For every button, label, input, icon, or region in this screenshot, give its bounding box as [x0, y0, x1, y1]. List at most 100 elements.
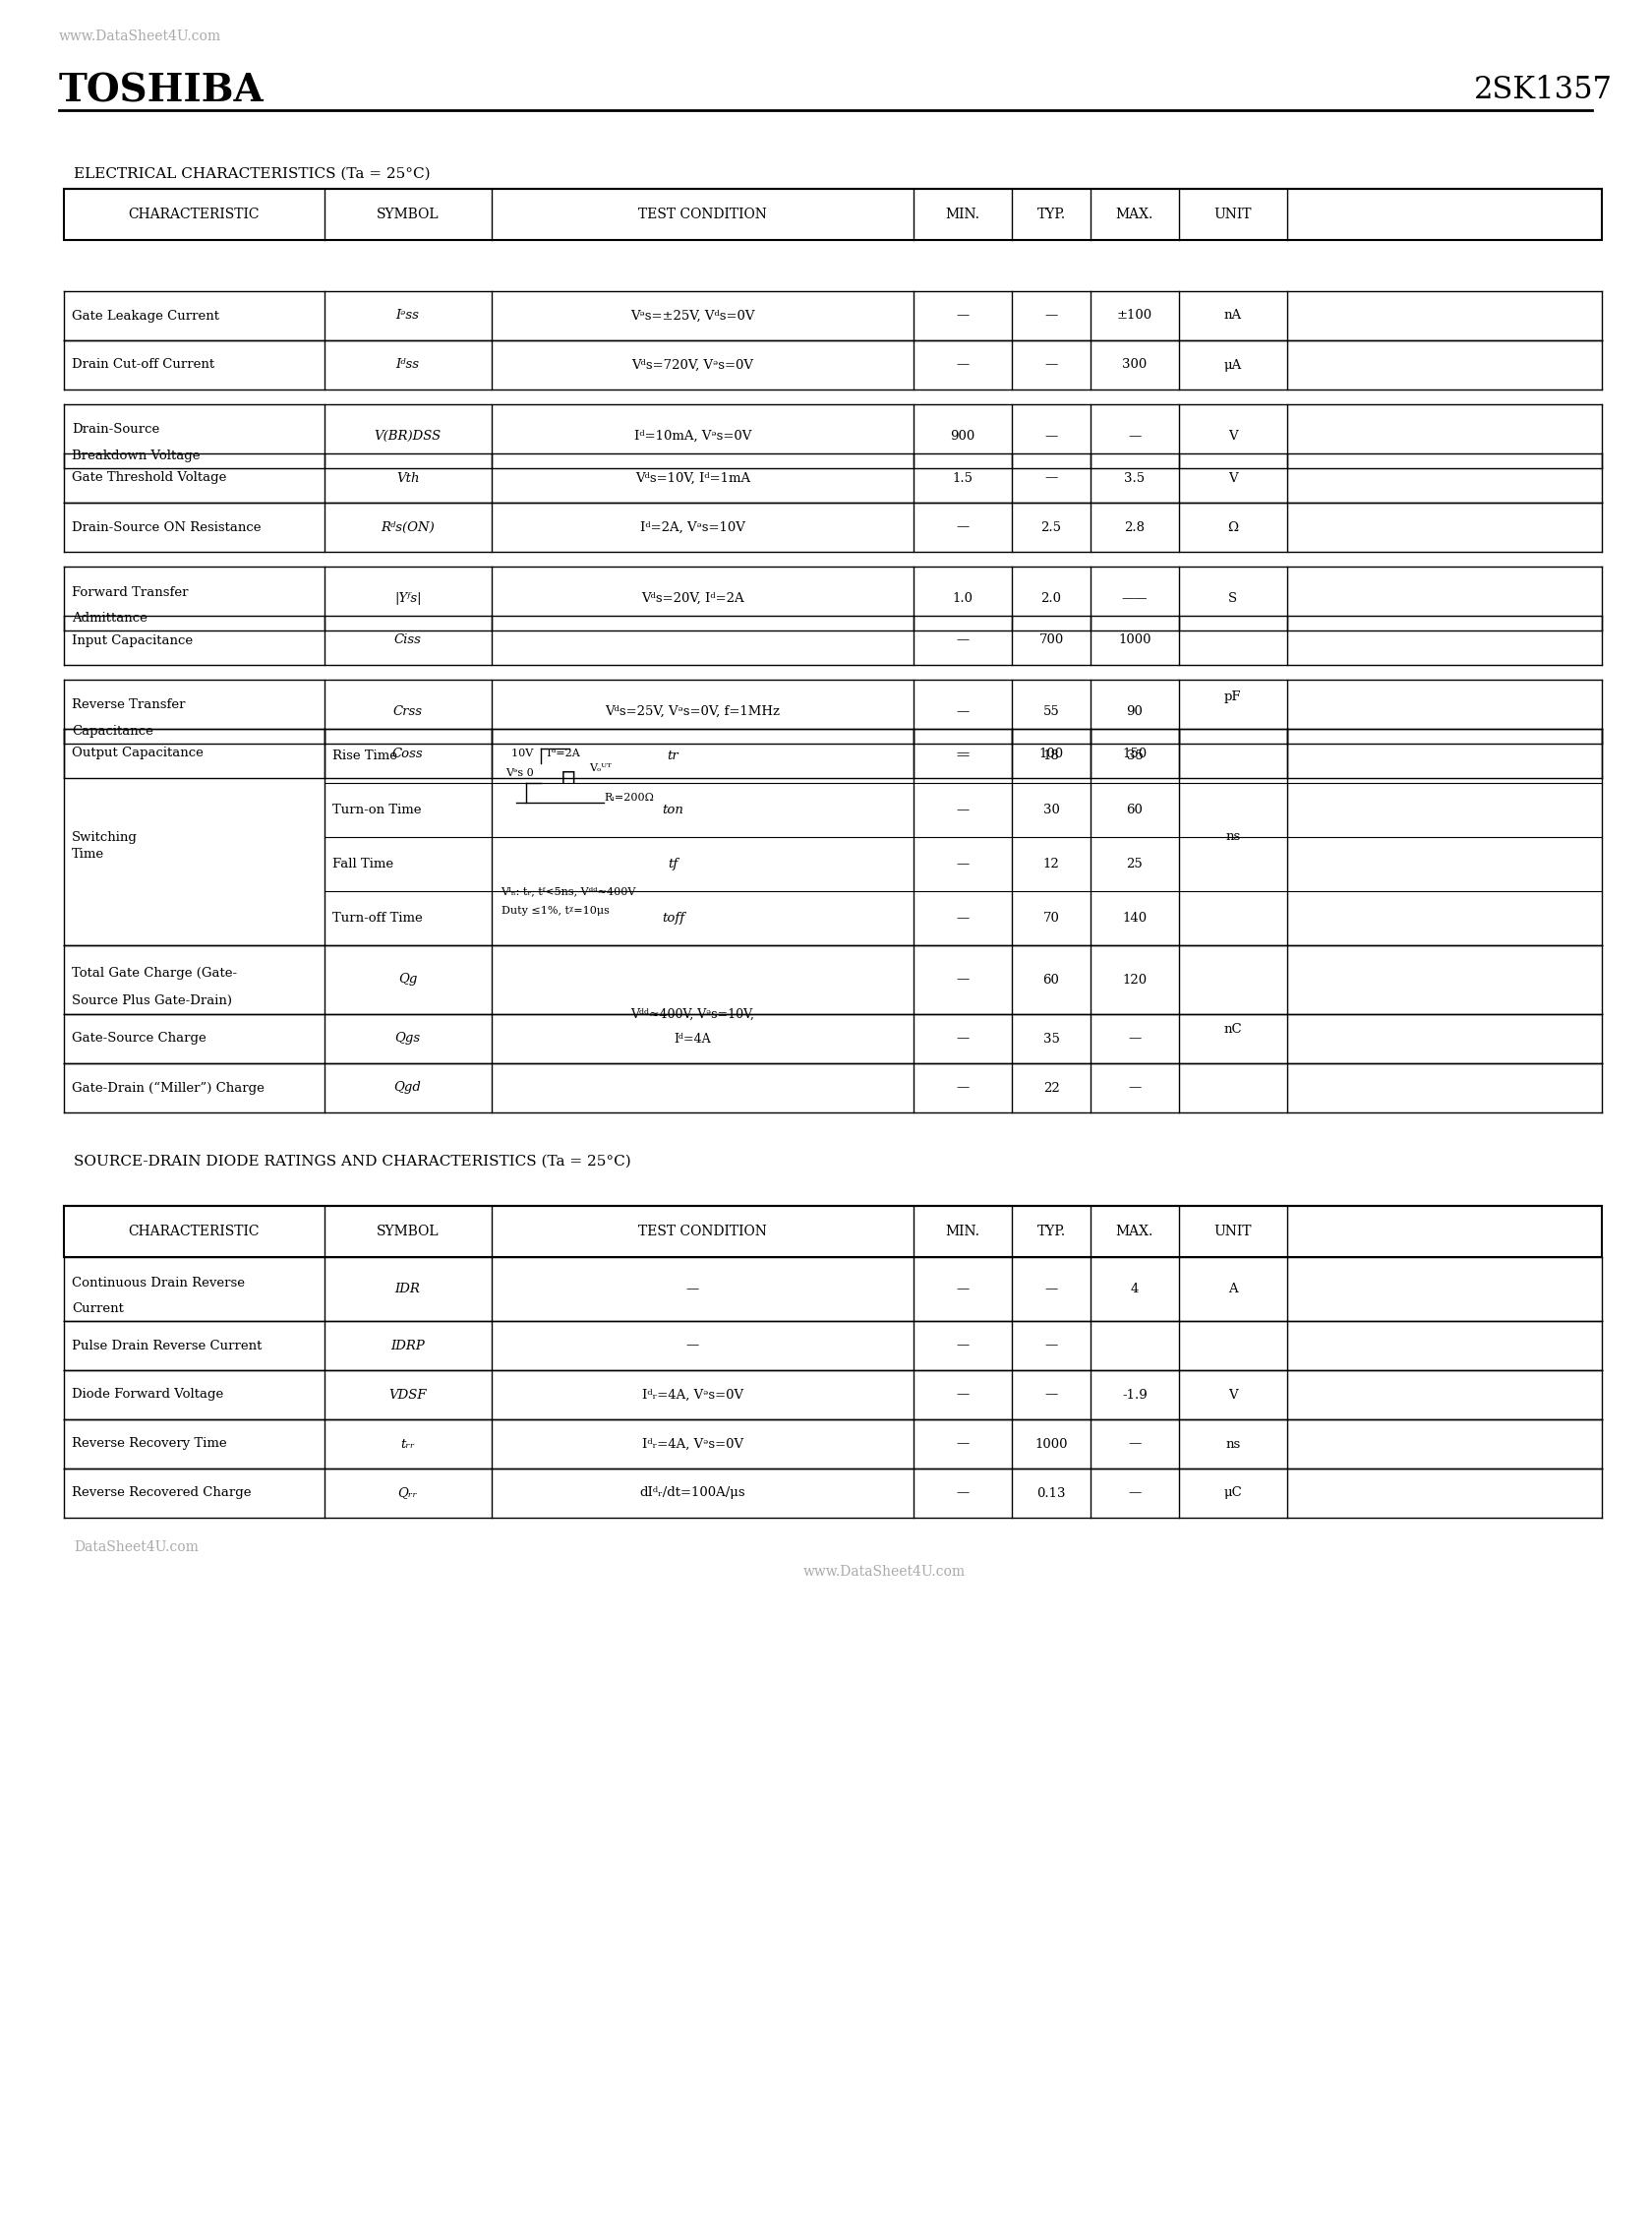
Text: Duty ≤1%, tᵡ=10μs: Duty ≤1%, tᵡ=10μs — [501, 906, 610, 915]
Text: 1.5: 1.5 — [953, 471, 973, 484]
Text: —: — — [957, 750, 970, 761]
Text: —: — — [1044, 1283, 1057, 1296]
Text: Rₗ=200Ω: Rₗ=200Ω — [605, 793, 654, 804]
Text: S: S — [1229, 593, 1237, 604]
Text: CHARACTERISTIC: CHARACTERISTIC — [129, 206, 259, 222]
Text: MAX.: MAX. — [1117, 1225, 1153, 1239]
Text: www.DataSheet4U.com: www.DataSheet4U.com — [803, 1565, 965, 1578]
Text: 700: 700 — [1039, 635, 1064, 646]
Text: IDRP: IDRP — [390, 1339, 425, 1352]
Text: —: — — [1128, 431, 1142, 442]
Text: CHARACTERISTIC: CHARACTERISTIC — [129, 1225, 259, 1239]
Text: —: — — [957, 706, 970, 717]
Text: TEST CONDITION: TEST CONDITION — [638, 1225, 767, 1239]
Text: MIN.: MIN. — [945, 1225, 980, 1239]
Text: SYMBOL: SYMBOL — [377, 1225, 439, 1239]
Text: 25: 25 — [1127, 857, 1143, 870]
Text: —: — — [1044, 309, 1057, 322]
Text: —: — — [957, 357, 970, 371]
Text: ±100: ±100 — [1117, 309, 1153, 322]
Text: Diode Forward Voltage: Diode Forward Voltage — [71, 1388, 223, 1401]
Text: 90: 90 — [1127, 706, 1143, 717]
Text: Gate-Source Charge: Gate-Source Charge — [71, 1032, 206, 1046]
Text: SOURCE-DRAIN DIODE RATINGS AND CHARACTERISTICS (Ta = 25°C): SOURCE-DRAIN DIODE RATINGS AND CHARACTER… — [74, 1154, 631, 1168]
Text: ton: ton — [662, 804, 684, 817]
Text: pF: pF — [1224, 690, 1242, 704]
Text: Vᵈs=20V, Iᵈ=2A: Vᵈs=20V, Iᵈ=2A — [641, 593, 743, 604]
Text: 2.8: 2.8 — [1125, 522, 1145, 533]
Text: 35: 35 — [1042, 1032, 1059, 1046]
Text: Iᵈ=2A, Vᵊs=10V: Iᵈ=2A, Vᵊs=10V — [639, 522, 745, 533]
Text: SYMBOL: SYMBOL — [377, 206, 439, 222]
Text: Iᵈ=10mA, Vᵊs=0V: Iᵈ=10mA, Vᵊs=0V — [634, 431, 752, 442]
Text: Qg: Qg — [398, 972, 418, 986]
Text: Iᵈᵣ=4A, Vᵊs=0V: Iᵈᵣ=4A, Vᵊs=0V — [643, 1439, 743, 1450]
Text: Gate-Drain (“Miller”) Charge: Gate-Drain (“Miller”) Charge — [71, 1081, 264, 1094]
Text: 1000: 1000 — [1118, 635, 1151, 646]
Text: 2.0: 2.0 — [1041, 593, 1062, 604]
Text: Vᵊs 0: Vᵊs 0 — [506, 768, 534, 777]
Text: 60: 60 — [1127, 804, 1143, 817]
Text: TEST CONDITION: TEST CONDITION — [638, 206, 767, 222]
Text: V: V — [1227, 431, 1237, 442]
Text: 900: 900 — [950, 431, 975, 442]
Text: Continuous Drain Reverse: Continuous Drain Reverse — [71, 1276, 244, 1290]
Text: —: — — [957, 1032, 970, 1046]
Text: 35: 35 — [1127, 750, 1143, 761]
Text: Turn-on Time: Turn-on Time — [332, 804, 421, 817]
Text: 18: 18 — [1042, 750, 1059, 761]
Text: —: — — [1044, 1388, 1057, 1401]
Text: —: — — [957, 635, 970, 646]
Text: Fall Time: Fall Time — [332, 857, 393, 870]
Text: Vᵈᵈ≈400V, Vᵊs=10V,: Vᵈᵈ≈400V, Vᵊs=10V, — [631, 1008, 755, 1021]
Text: www.DataSheet4U.com: www.DataSheet4U.com — [59, 29, 221, 42]
Text: Rise Time: Rise Time — [332, 750, 396, 761]
Text: ns: ns — [1226, 1439, 1241, 1450]
Text: Vᴵₙ: tᵣ, tᶠ<5ns, Vᵈᵈ≈400V: Vᴵₙ: tᵣ, tᶠ<5ns, Vᵈᵈ≈400V — [501, 886, 636, 897]
Text: toff: toff — [661, 912, 684, 924]
Text: Time: Time — [71, 848, 104, 861]
Text: —: — — [957, 1339, 970, 1352]
Text: Switching: Switching — [71, 830, 137, 844]
Text: DataSheet4U.com: DataSheet4U.com — [74, 1541, 198, 1554]
Text: Admittance: Admittance — [71, 610, 147, 624]
Text: ⊓: ⊓ — [560, 768, 577, 786]
Text: Current: Current — [71, 1301, 124, 1314]
Text: Iᵈss: Iᵈss — [396, 357, 420, 371]
Text: —: — — [1044, 471, 1057, 484]
Text: —: — — [1128, 1081, 1142, 1094]
Text: -1.9: -1.9 — [1122, 1388, 1148, 1401]
Text: UNIT: UNIT — [1214, 1225, 1252, 1239]
Text: A: A — [1227, 1283, 1237, 1296]
Text: TYP.: TYP. — [1037, 1225, 1066, 1239]
Text: —: — — [1128, 1487, 1142, 1498]
Text: 0.13: 0.13 — [1037, 1487, 1066, 1498]
Text: 60: 60 — [1042, 972, 1059, 986]
Text: Vᵊs=±25V, Vᵈs=0V: Vᵊs=±25V, Vᵈs=0V — [631, 309, 755, 322]
Text: VDSF: VDSF — [388, 1388, 426, 1401]
Text: IDR: IDR — [395, 1283, 421, 1296]
Text: Input Capacitance: Input Capacitance — [71, 635, 193, 646]
Text: —: — — [957, 1283, 970, 1296]
Text: Drain-Source: Drain-Source — [71, 424, 160, 435]
Text: Reverse Recovered Charge: Reverse Recovered Charge — [71, 1487, 251, 1498]
Text: Vᵈs=10V, Iᵈ=1mA: Vᵈs=10V, Iᵈ=1mA — [634, 471, 750, 484]
Text: ns: ns — [1226, 830, 1241, 844]
Text: MAX.: MAX. — [1117, 206, 1153, 222]
Text: Breakdown Voltage: Breakdown Voltage — [71, 448, 200, 462]
Text: MIN.: MIN. — [945, 206, 980, 222]
Text: Pulse Drain Reverse Current: Pulse Drain Reverse Current — [71, 1339, 263, 1352]
Text: Gate Threshold Voltage: Gate Threshold Voltage — [71, 471, 226, 484]
Text: Vᵈs=720V, Vᵊs=0V: Vᵈs=720V, Vᵊs=0V — [631, 357, 753, 371]
Text: tᵣᵣ: tᵣᵣ — [400, 1439, 415, 1450]
Text: 22: 22 — [1042, 1081, 1059, 1094]
Text: Vth: Vth — [396, 471, 420, 484]
Text: 300: 300 — [1122, 357, 1146, 371]
Text: —: — — [1128, 1032, 1142, 1046]
Text: 30: 30 — [1042, 804, 1059, 817]
Text: Drain-Source ON Resistance: Drain-Source ON Resistance — [71, 522, 261, 533]
Text: 150: 150 — [1122, 748, 1146, 759]
Text: Rᵈs(ON): Rᵈs(ON) — [382, 522, 434, 533]
Text: Qgd: Qgd — [395, 1081, 421, 1094]
Bar — [64, 1205, 1601, 1257]
